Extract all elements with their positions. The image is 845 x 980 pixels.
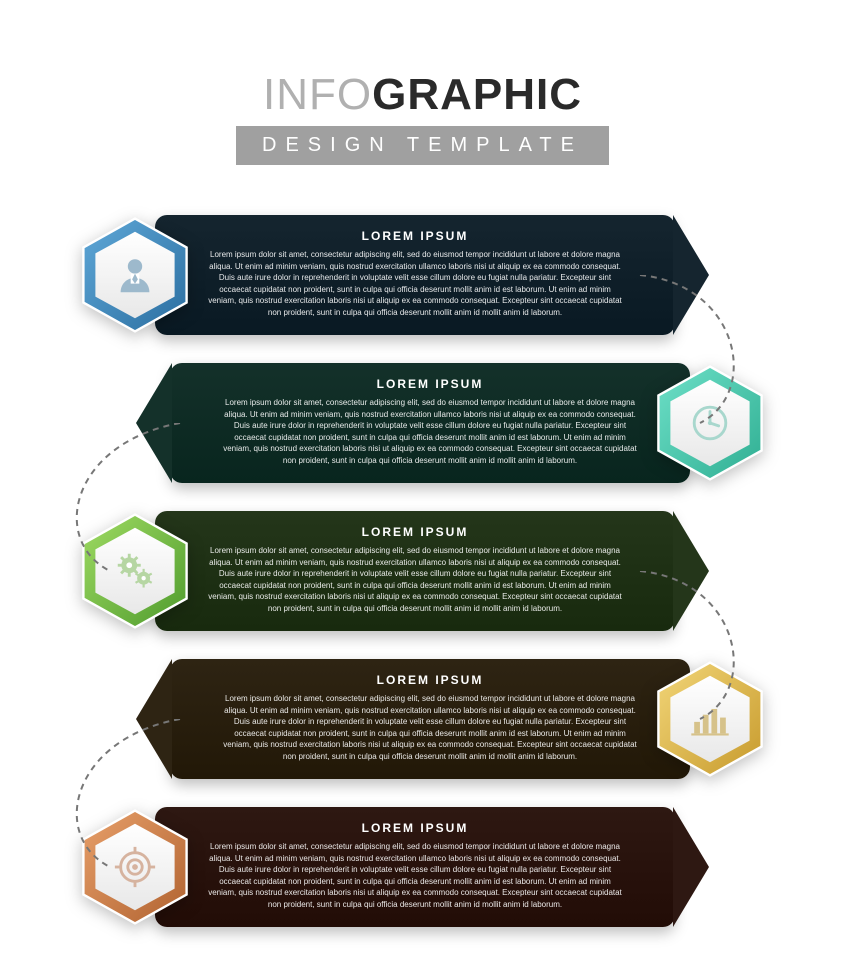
- clock-icon: [687, 400, 733, 446]
- step-4: LOREM IPSUM Lorem ipsum dolor sit amet, c…: [140, 659, 750, 779]
- step-title: LOREM IPSUM: [205, 821, 625, 835]
- step-hexagon: [650, 363, 770, 483]
- step-banner: LOREM IPSUM Lorem ipsum dolor sit amet, c…: [155, 511, 675, 631]
- header: INFOGRAPHIC DESIGN TEMPLATE: [0, 0, 845, 165]
- step-body: Lorem ipsum dolor sit amet, consectetur …: [205, 841, 625, 911]
- title-part-1: INFO: [263, 70, 372, 119]
- step-banner: LOREM IPSUM Lorem ipsum dolor sit amet, c…: [155, 215, 675, 335]
- step-1: LOREM IPSUM Lorem ipsum dolor sit amet, c…: [95, 215, 705, 335]
- step-title: LOREM IPSUM: [205, 229, 625, 243]
- step-body: Lorem ipsum dolor sit amet, consectetur …: [220, 693, 640, 763]
- step-body: Lorem ipsum dolor sit amet, consectetur …: [205, 545, 625, 615]
- step-hexagon: [75, 807, 195, 927]
- step-banner: LOREM IPSUM Lorem ipsum dolor sit amet, c…: [170, 363, 690, 483]
- step-5: LOREM IPSUM Lorem ipsum dolor sit amet, c…: [95, 807, 705, 927]
- step-title: LOREM IPSUM: [220, 377, 640, 391]
- step-banner: LOREM IPSUM Lorem ipsum dolor sit amet, c…: [155, 807, 675, 927]
- step-hexagon: [75, 215, 195, 335]
- step-body: Lorem ipsum dolor sit amet, consectetur …: [220, 397, 640, 467]
- step-3: LOREM IPSUM Lorem ipsum dolor sit amet, c…: [95, 511, 705, 631]
- step-hexagon: [75, 511, 195, 631]
- gears-icon: [112, 548, 158, 594]
- step-title: LOREM IPSUM: [220, 673, 640, 687]
- steps-container: LOREM IPSUM Lorem ipsum dolor sit amet, c…: [0, 215, 845, 927]
- title-part-2: GRAPHIC: [372, 70, 582, 119]
- subtitle: DESIGN TEMPLATE: [236, 126, 609, 165]
- main-title: INFOGRAPHIC: [0, 70, 845, 120]
- target-icon: [112, 844, 158, 890]
- step-title: LOREM IPSUM: [205, 525, 625, 539]
- step-hexagon: [650, 659, 770, 779]
- step-banner: LOREM IPSUM Lorem ipsum dolor sit amet, c…: [170, 659, 690, 779]
- step-2: LOREM IPSUM Lorem ipsum dolor sit amet, c…: [140, 363, 750, 483]
- barchart-icon: [687, 696, 733, 742]
- person-icon: [112, 252, 158, 298]
- step-body: Lorem ipsum dolor sit amet, consectetur …: [205, 249, 625, 319]
